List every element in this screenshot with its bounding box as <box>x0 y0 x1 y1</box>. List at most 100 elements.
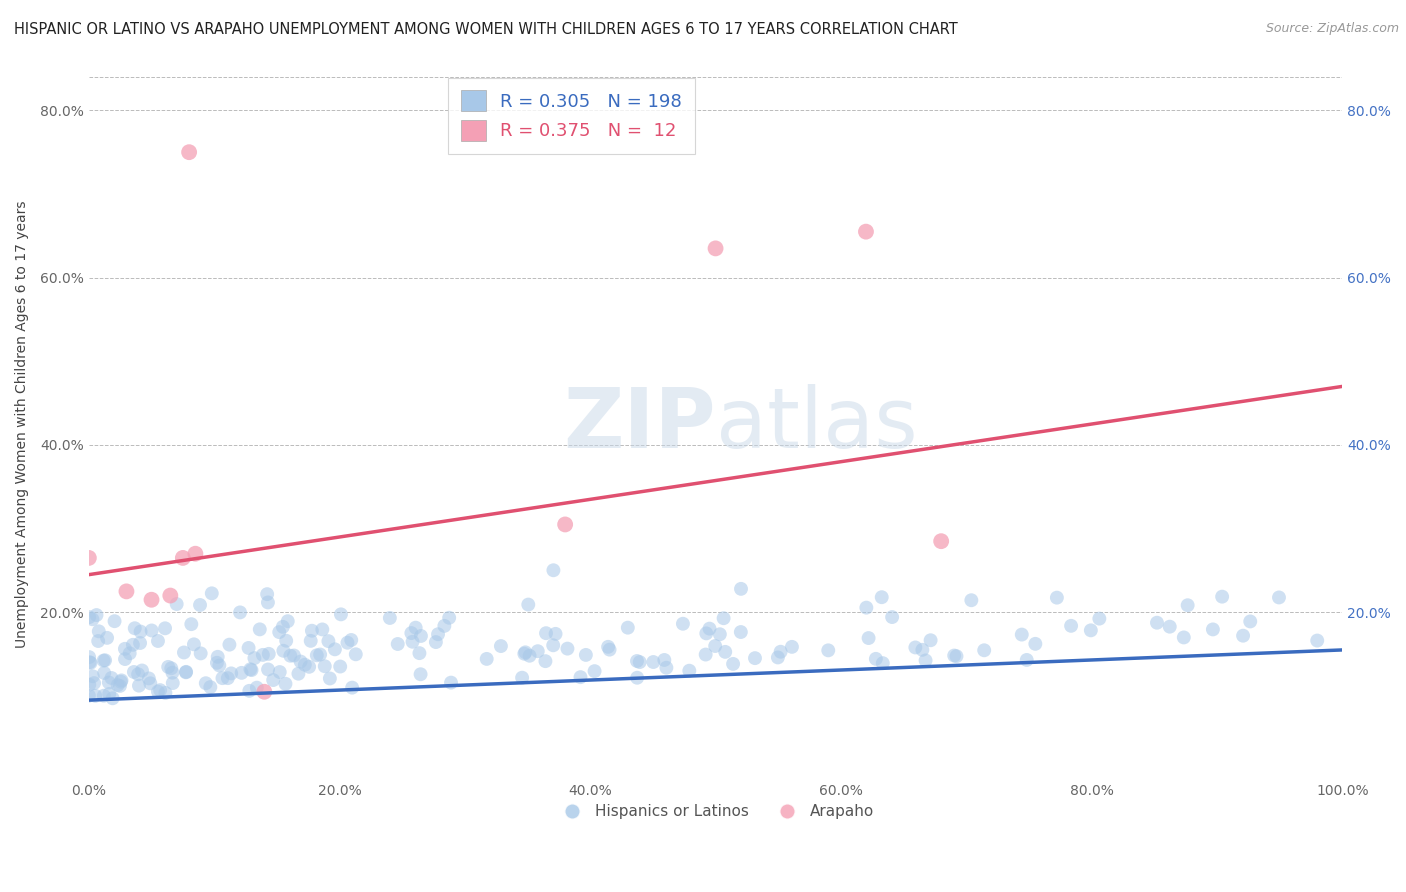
Hispanics or Latinos <box>427 627 450 641</box>
Hispanics or Latinos <box>433 619 456 633</box>
Hispanics or Latinos <box>93 654 115 668</box>
Hispanics or Latinos <box>583 664 606 678</box>
Hispanics or Latinos <box>249 623 271 637</box>
Hispanics or Latinos <box>290 655 312 669</box>
Hispanics or Latinos <box>110 673 132 688</box>
Arapaho <box>141 592 163 607</box>
Hispanics or Latinos <box>1177 599 1199 613</box>
Hispanics or Latinos <box>194 676 217 690</box>
Hispanics or Latinos <box>1239 615 1261 629</box>
Hispanics or Latinos <box>311 623 333 637</box>
Hispanics or Latinos <box>174 665 197 680</box>
Hispanics or Latinos <box>489 639 512 653</box>
Hispanics or Latinos <box>699 622 721 636</box>
Hispanics or Latinos <box>1146 615 1168 630</box>
Hispanics or Latinos <box>475 652 498 666</box>
Hispanics or Latinos <box>714 645 737 659</box>
Hispanics or Latinos <box>626 654 648 668</box>
Hispanics or Latinos <box>93 689 115 703</box>
Hispanics or Latinos <box>257 595 280 609</box>
Hispanics or Latinos <box>914 653 936 667</box>
Hispanics or Latinos <box>1015 653 1038 667</box>
Hispanics or Latinos <box>557 641 579 656</box>
Hispanics or Latinos <box>129 624 152 639</box>
Hispanics or Latinos <box>97 675 120 690</box>
Text: HISPANIC OR LATINO VS ARAPAHO UNEMPLOYMENT AMONG WOMEN WITH CHILDREN AGES 6 TO 1: HISPANIC OR LATINO VS ARAPAHO UNEMPLOYME… <box>14 22 957 37</box>
Hispanics or Latinos <box>273 644 295 658</box>
Hispanics or Latinos <box>1159 620 1181 634</box>
Hispanics or Latinos <box>855 600 877 615</box>
Arapaho <box>179 145 201 160</box>
Hispanics or Latinos <box>510 671 533 685</box>
Hispanics or Latinos <box>1232 629 1254 643</box>
Hispanics or Latinos <box>401 634 423 648</box>
Hispanics or Latinos <box>84 689 107 703</box>
Hispanics or Latinos <box>920 633 942 648</box>
Hispanics or Latinos <box>599 642 621 657</box>
Hispanics or Latinos <box>93 665 115 680</box>
Hispanics or Latinos <box>131 664 153 678</box>
Hispanics or Latinos <box>323 642 346 657</box>
Hispanics or Latinos <box>1088 612 1111 626</box>
Hispanics or Latinos <box>519 648 541 663</box>
Hispanics or Latinos <box>1046 591 1069 605</box>
Hispanics or Latinos <box>100 671 122 685</box>
Hispanics or Latinos <box>141 624 163 638</box>
Legend: Hispanics or Latinos, Arapaho: Hispanics or Latinos, Arapaho <box>551 798 880 825</box>
Hispanics or Latinos <box>526 644 548 658</box>
Arapaho <box>929 534 952 549</box>
Hispanics or Latinos <box>678 664 700 678</box>
Hispanics or Latinos <box>1202 623 1225 637</box>
Hispanics or Latinos <box>153 621 176 635</box>
Hispanics or Latinos <box>973 643 995 657</box>
Hispanics or Latinos <box>695 648 717 662</box>
Hispanics or Latinos <box>271 620 294 634</box>
Text: atlas: atlas <box>716 384 917 465</box>
Hispanics or Latinos <box>243 651 266 665</box>
Hispanics or Latinos <box>378 611 401 625</box>
Hispanics or Latinos <box>534 654 557 668</box>
Arapaho <box>704 241 727 255</box>
Hispanics or Latinos <box>276 633 298 648</box>
Hispanics or Latinos <box>305 648 328 663</box>
Hispanics or Latinos <box>721 657 744 671</box>
Hispanics or Latinos <box>207 649 229 664</box>
Hispanics or Latinos <box>598 640 620 654</box>
Hispanics or Latinos <box>440 675 463 690</box>
Hispanics or Latinos <box>114 652 136 666</box>
Hispanics or Latinos <box>103 614 125 628</box>
Hispanics or Latinos <box>87 634 110 648</box>
Hispanics or Latinos <box>626 671 648 685</box>
Hispanics or Latinos <box>1268 591 1291 605</box>
Hispanics or Latinos <box>405 621 427 635</box>
Hispanics or Latinos <box>238 640 260 655</box>
Hispanics or Latinos <box>205 656 228 670</box>
Hispanics or Latinos <box>201 586 224 600</box>
Hispanics or Latinos <box>575 648 598 662</box>
Hispanics or Latinos <box>217 671 239 685</box>
Hispanics or Latinos <box>744 651 766 665</box>
Hispanics or Latinos <box>858 631 880 645</box>
Hispanics or Latinos <box>77 650 100 665</box>
Hispanics or Latinos <box>277 614 299 628</box>
Hispanics or Latinos <box>200 680 222 694</box>
Hispanics or Latinos <box>83 676 105 690</box>
Arapaho <box>184 547 207 561</box>
Hispanics or Latinos <box>870 591 893 605</box>
Hispanics or Latinos <box>94 653 117 667</box>
Hispanics or Latinos <box>1211 590 1233 604</box>
Hispanics or Latinos <box>945 649 967 664</box>
Hispanics or Latinos <box>617 621 640 635</box>
Hispanics or Latinos <box>287 666 309 681</box>
Hispanics or Latinos <box>882 610 904 624</box>
Hispanics or Latinos <box>86 608 108 623</box>
Hispanics or Latinos <box>87 624 110 639</box>
Hispanics or Latinos <box>769 645 792 659</box>
Hispanics or Latinos <box>340 632 363 647</box>
Hispanics or Latinos <box>318 634 340 648</box>
Hispanics or Latinos <box>911 642 934 657</box>
Hispanics or Latinos <box>262 673 284 687</box>
Hispanics or Latinos <box>344 648 367 662</box>
Hispanics or Latinos <box>274 677 297 691</box>
Hispanics or Latinos <box>128 679 150 693</box>
